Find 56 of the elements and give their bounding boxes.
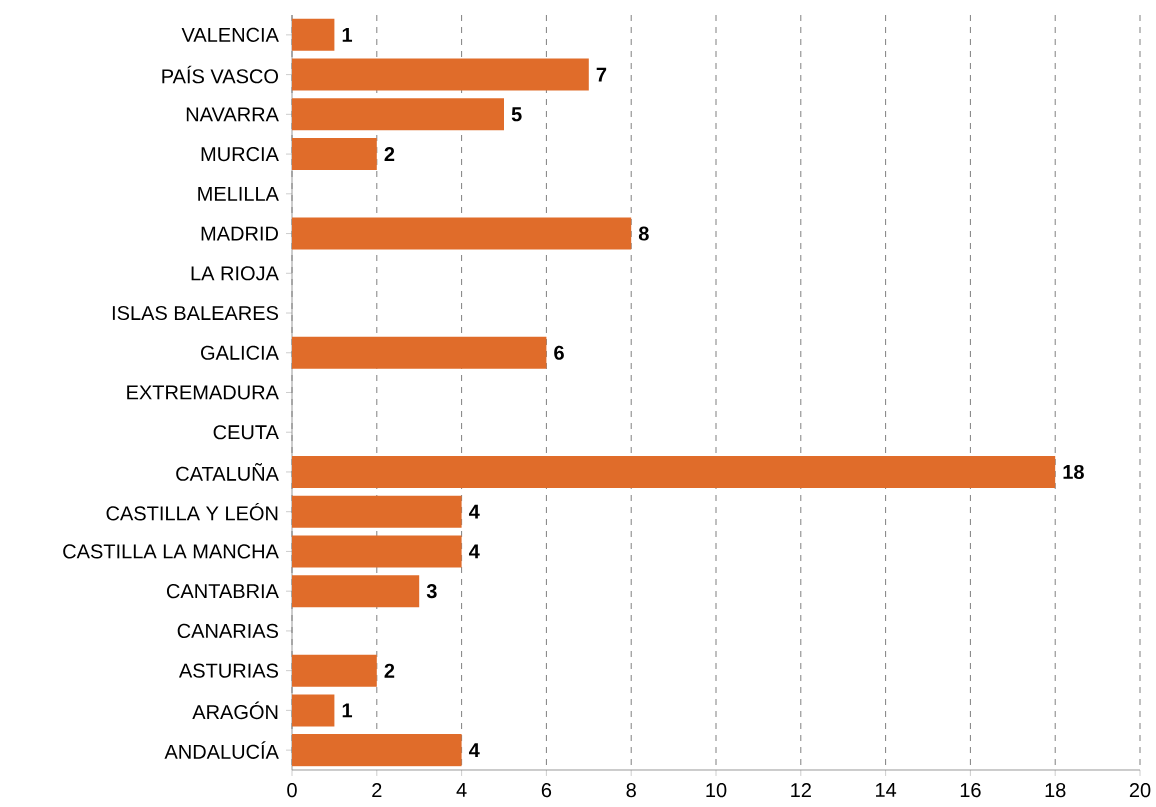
x-tick-label: 10 (706, 783, 727, 798)
data-label: 4 (468, 504, 480, 519)
y-tick-label: LA RIOJA (191, 266, 279, 281)
y-tick-label: CASTILLA LA MANCHA (63, 544, 279, 559)
bar (292, 138, 377, 171)
y-tick-label: EXTREMADURA (127, 385, 279, 400)
bar (292, 535, 462, 568)
bar (292, 336, 547, 369)
x-tick-label: 20 (1129, 783, 1151, 798)
bar (292, 455, 1056, 488)
x-tick-label: 12 (791, 783, 811, 798)
data-label: 7 (596, 67, 607, 82)
y-tick-label: CASTILLA Y LEÓN (106, 502, 278, 521)
y-tick-label: GALICIA (201, 345, 279, 360)
data-label: 18 (1063, 464, 1084, 480)
x-tick-label: 16 (960, 783, 981, 798)
y-tick-label: ARAGÓN (192, 701, 278, 720)
bar (292, 58, 589, 91)
data-label: 2 (384, 147, 395, 162)
x-tick-label: 4 (456, 783, 467, 797)
y-tick-label: ISLAS BALEARES (112, 305, 278, 321)
data-label: 6 (554, 345, 564, 360)
bar (292, 217, 632, 250)
x-tick-label: 18 (1045, 783, 1066, 798)
y-tick-label: CANTABRIA (166, 584, 279, 599)
data-label: 5 (511, 107, 522, 122)
data-label: 8 (638, 226, 649, 241)
y-tick-label: CEUTA (213, 425, 279, 440)
y-tick-label: NAVARRA (186, 107, 279, 122)
data-label: 1 (342, 703, 353, 718)
bar (292, 654, 377, 687)
y-tick-label: MELILLA (198, 186, 279, 201)
data-label: 2 (384, 663, 395, 678)
x-tick-label: 6 (541, 783, 552, 798)
bar (292, 18, 335, 51)
y-tick-label: MURCIA (201, 147, 279, 162)
data-label: 4 (468, 743, 480, 758)
x-tick-label: 2 (372, 783, 382, 798)
y-tick-label: VALENCIA (181, 27, 279, 42)
y-tick-label: CATALUÑA (176, 463, 279, 481)
x-tick-label: 0 (287, 783, 297, 798)
x-tick-label: 8 (626, 783, 636, 798)
bar (292, 98, 504, 131)
x-tick-label: 14 (876, 783, 897, 797)
bar (292, 734, 462, 767)
bar (292, 495, 462, 528)
bar (292, 575, 420, 608)
y-tick-label: ASTURIAS (178, 663, 279, 678)
y-tick-label: PAÍS VASCO (162, 65, 279, 84)
data-label: 3 (426, 584, 437, 599)
y-tick-label: MADRID (201, 226, 278, 241)
y-tick-label: ANDALUCÍA (164, 741, 279, 759)
bar (292, 694, 335, 727)
y-tick-label: CANARIAS (177, 623, 279, 638)
data-label: 1 (342, 27, 353, 42)
data-label: 4 (468, 544, 480, 559)
